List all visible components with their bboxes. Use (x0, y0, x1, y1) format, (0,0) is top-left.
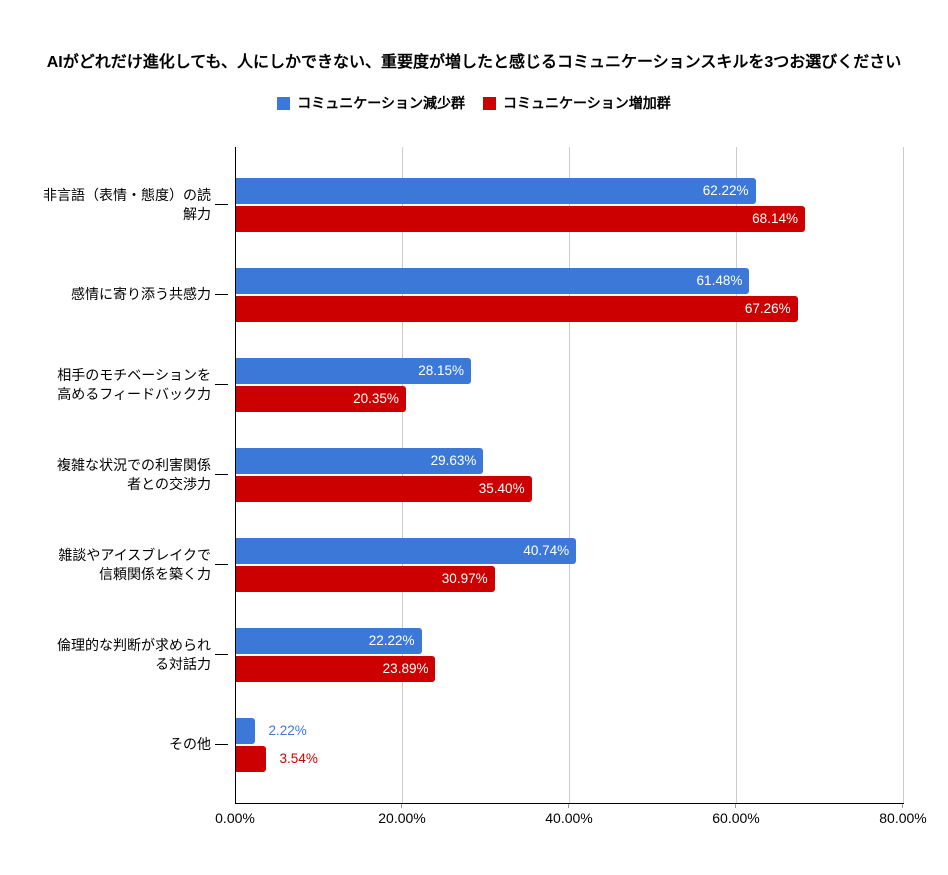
bar-decrease-group[interactable]: 29.63% (236, 447, 484, 474)
legend-swatch-increase-group (483, 96, 496, 110)
legend-label: コミュニケーション増加群 (503, 95, 671, 111)
legend-item-decrease-group[interactable]: コミュニケーション減少群 (277, 93, 465, 113)
x-axis-label: 60.00% (712, 810, 760, 826)
x-axis-tick (735, 804, 736, 808)
bar-decrease-group[interactable]: 28.15% (236, 357, 472, 384)
value-label: 29.63% (430, 452, 477, 468)
plot-area: 62.22% 68.14% 61.48% 67.26% 28.15% 20.35% 29.6… (235, 147, 904, 804)
bar-decrease-group[interactable] (236, 717, 255, 744)
x-axis-tick (902, 804, 903, 808)
bar-increase-group[interactable]: 68.14% (236, 205, 805, 232)
bar-group-2: 28.15% 20.35% (236, 357, 904, 412)
category-tick (215, 564, 228, 565)
x-axis-tick (568, 804, 569, 808)
bar-decrease-group[interactable]: 22.22% (236, 627, 422, 654)
bar-increase-group[interactable]: 23.89% (236, 655, 436, 682)
category-label: 複雑な状況での利害関係 者との交渉力 (57, 456, 211, 492)
bar-increase-group[interactable]: 30.97% (236, 565, 495, 592)
gridline-20 (402, 147, 403, 803)
category-label-row: 感情に寄り添う共感力 (0, 270, 228, 320)
bar-decrease-group[interactable]: 40.74% (236, 537, 577, 564)
gridline-60 (736, 147, 737, 803)
value-label: 40.74% (523, 542, 570, 558)
x-axis-tick (401, 804, 402, 808)
bar-group-5: 22.22% 23.89% (236, 627, 904, 682)
legend-swatch-decrease-group (277, 96, 291, 110)
category-label: 感情に寄り添う共感力 (71, 286, 211, 302)
category-label: その他 (169, 736, 211, 752)
legend-label: コミュニケーション減少群 (297, 95, 465, 111)
category-label: 雑談やアイスブレイクで 信頼関係を築く力 (58, 546, 211, 582)
bar-group-1: 61.48% 67.26% (236, 267, 904, 322)
value-label: 23.89% (382, 660, 429, 676)
value-label: 35.40% (478, 480, 525, 496)
category-tick (215, 204, 228, 205)
category-tick (215, 654, 228, 655)
category-label: 相手のモチベーションを 高めるフィードバック力 (57, 366, 211, 402)
value-label: 61.48% (696, 272, 743, 288)
category-label-row: 相手のモチベーションを 高めるフィードバック力 (0, 360, 228, 410)
x-axis-label: 0.00% (215, 810, 255, 826)
category-label-row: 非言語（表情・態度）の読 解力 (0, 180, 228, 230)
value-label: 22.22% (368, 632, 415, 648)
bar-decrease-group[interactable]: 61.48% (236, 267, 750, 294)
gridline-40 (569, 147, 570, 803)
value-label: 3.54% (279, 750, 318, 766)
bar-group-4: 40.74% 30.97% (236, 537, 904, 592)
category-label-row: 複雑な状況での利害関係 者との交渉力 (0, 450, 228, 500)
category-tick (215, 384, 228, 385)
bar-increase-group[interactable]: 35.40% (236, 475, 532, 502)
x-axis-label: 20.00% (378, 810, 426, 826)
value-label: 67.26% (744, 300, 791, 316)
bar-group-6: 2.22% 3.54% (236, 717, 904, 772)
bar-increase-group[interactable] (236, 745, 266, 772)
value-label: 30.97% (441, 570, 488, 586)
category-tick (215, 474, 228, 475)
value-label: 68.14% (752, 210, 798, 226)
bar-increase-group[interactable]: 20.35% (236, 385, 406, 412)
x-axis-label: 40.00% (545, 810, 593, 826)
value-label: 2.22% (268, 722, 307, 738)
value-label: 28.15% (418, 362, 465, 378)
category-label: 非言語（表情・態度）の読 解力 (43, 186, 211, 222)
value-label: 20.35% (353, 390, 399, 406)
legend-item-increase-group[interactable]: コミュニケーション増加群 (483, 93, 671, 113)
chart-legend: コミュニケーション減少群 コミュニケーション増加群 (0, 95, 948, 111)
category-label-row: 雑談やアイスブレイクで 信頼関係を築く力 (0, 540, 228, 590)
category-label-row: 倫理的な判断が求められ る対話力 (0, 630, 228, 680)
category-tick (215, 294, 228, 295)
bar-decrease-group[interactable]: 62.22% (236, 177, 756, 204)
x-axis-label: 80.00% (879, 810, 927, 826)
bar-increase-group[interactable]: 67.26% (236, 295, 798, 322)
category-tick (215, 744, 228, 745)
value-label: 62.22% (702, 182, 749, 198)
chart-title: AIがどれだけ進化しても、人にしかできない、重要度が増したと感じるコミュニケーシ… (46, 54, 902, 71)
bar-group-3: 29.63% 35.40% (236, 447, 904, 502)
category-label-row: その他 (0, 720, 228, 770)
category-label: 倫理的な判断が求められ る対話力 (57, 636, 211, 672)
bar-group-0: 62.22% 68.14% (236, 177, 904, 232)
gridline-80 (903, 147, 904, 803)
